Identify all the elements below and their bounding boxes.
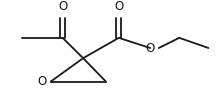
Text: O: O	[58, 0, 67, 13]
Text: O: O	[114, 0, 123, 13]
Text: O: O	[38, 75, 47, 88]
Text: O: O	[146, 42, 155, 55]
